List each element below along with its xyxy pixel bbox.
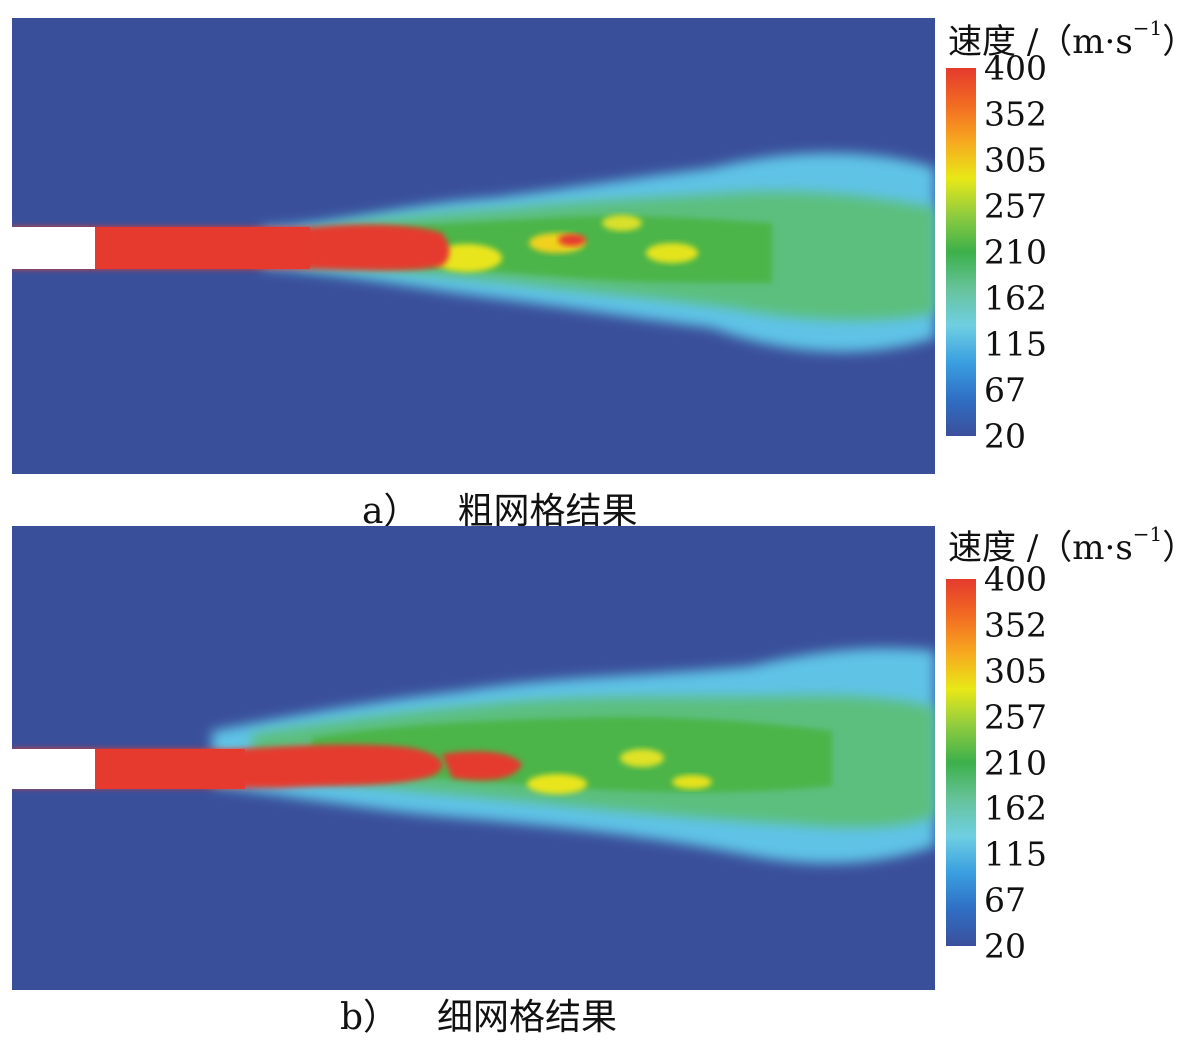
colorbar-tick-label: 67 xyxy=(984,880,1026,920)
panel-fine-mesh: 速度 /（m·s−1） 400 352 305 257 210 162 115 67 20 b）… xyxy=(0,510,1200,1038)
colorbar-tick-label: 210 xyxy=(984,232,1047,272)
colorbar-ticks: 400 352 305 257 210 162 115 67 20 xyxy=(984,563,1074,963)
colorbar-tick-label: 352 xyxy=(984,94,1047,134)
colorbar-tick-label: 257 xyxy=(984,697,1047,737)
colorbar-tick-label: 305 xyxy=(984,651,1047,691)
colorbar-tick-label: 210 xyxy=(984,743,1047,782)
colorbar-title: 速度 /（m·s−1） xyxy=(948,16,1197,62)
caption-a: a） 粗网格结果 xyxy=(362,491,638,532)
colorbar-tick-label: 67 xyxy=(984,370,1026,410)
colorbar-tick-label: 115 xyxy=(984,834,1047,874)
velocity-field-fine xyxy=(12,526,935,990)
colorbar xyxy=(946,68,976,436)
colorbar-tick-label: 352 xyxy=(984,605,1047,645)
colorbar-tick-label: 20 xyxy=(984,416,1026,456)
colorbar-tick-label: 400 xyxy=(984,559,1047,599)
velocity-field-coarse xyxy=(12,18,935,474)
colorbar-tick-label: 162 xyxy=(984,278,1047,318)
colorbar-tick-label: 305 xyxy=(984,140,1047,180)
colorbar-tick-label: 115 xyxy=(984,324,1047,364)
colorbar-tick-label: 400 xyxy=(984,48,1047,88)
colorbar-tick-label: 257 xyxy=(984,186,1047,226)
colorbar xyxy=(946,579,976,946)
colorbar-tick-label: 20 xyxy=(984,926,1026,966)
colorbar-title: 速度 /（m·s−1） xyxy=(948,522,1197,568)
colorbar-ticks: 400 352 305 257 210 162 115 67 20 xyxy=(984,52,1074,453)
colorbar-tick-label: 162 xyxy=(984,788,1047,828)
panel-coarse-mesh: 速度 /（m·s−1） 400 352 305 257 210 162 115 67 20 a）… xyxy=(12,16,1197,532)
caption-b: b） 细网格结果 xyxy=(340,997,618,1038)
